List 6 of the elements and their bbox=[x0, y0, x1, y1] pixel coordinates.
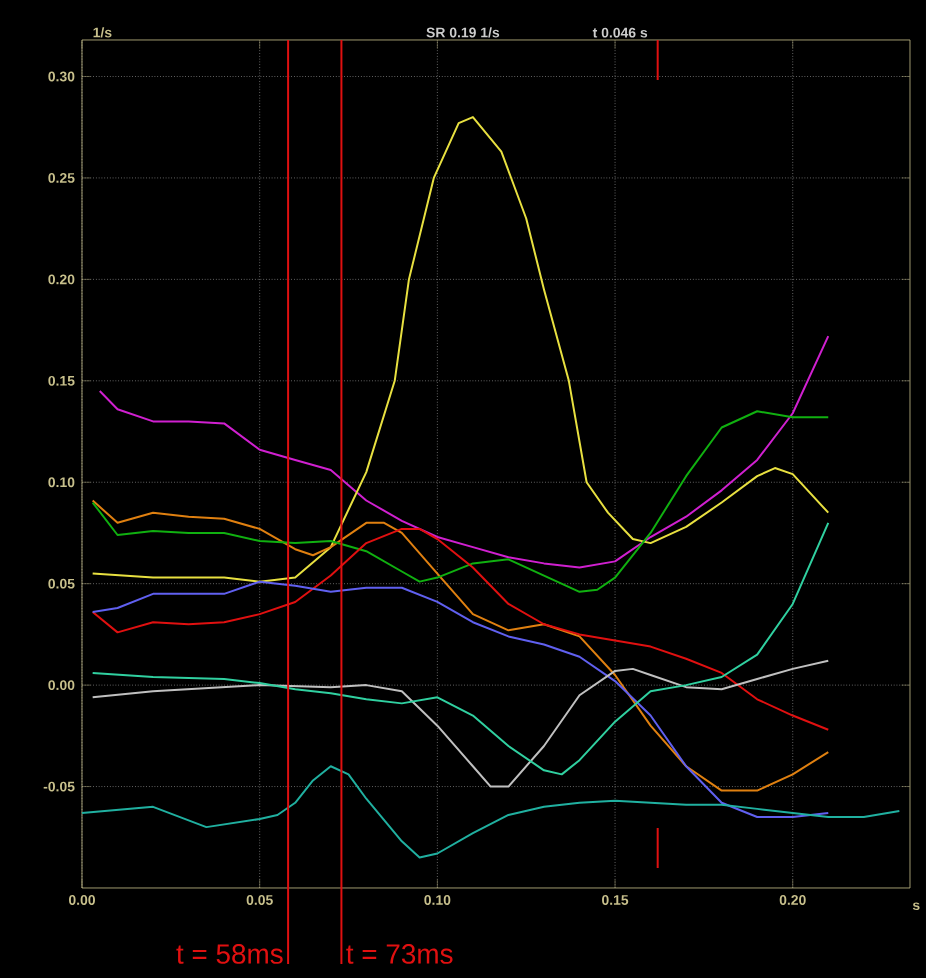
line-series bbox=[91, 659, 830, 788]
line-series bbox=[91, 116, 830, 583]
ref-line-label: t = 73ms bbox=[346, 944, 453, 964]
ref-line-label: t = 58ms bbox=[176, 944, 283, 964]
line-series bbox=[98, 335, 830, 569]
line-series bbox=[81, 765, 901, 859]
